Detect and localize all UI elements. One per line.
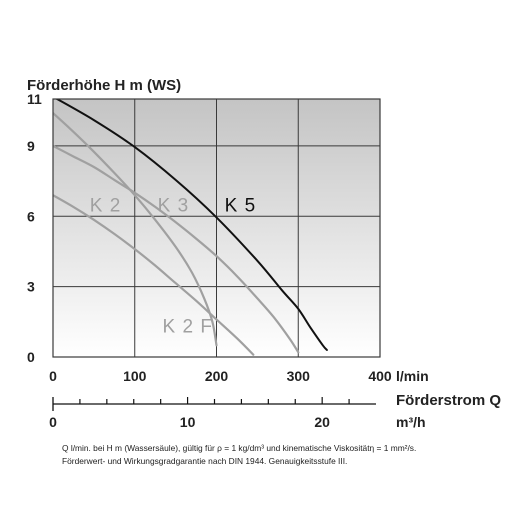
footnote-line-2: Förderwert- und Wirkungsgradgarantie nac… [62, 456, 348, 466]
y-tick-label: 6 [27, 208, 35, 224]
y-tick-label: 11 [27, 91, 42, 107]
plot-frame [52, 98, 381, 358]
curve-k3 [53, 144, 300, 354]
curve-k2f [53, 112, 218, 347]
curve-labels: K 2 K 3 K 5 K 2 F [90, 196, 257, 338]
x-tick-label-top: 400 [368, 368, 392, 384]
y-tick-label: 0 [27, 349, 35, 365]
curve-label-k3: K 3 [158, 196, 190, 217]
x-unit-top: l/min [396, 368, 429, 384]
curves [53, 99, 328, 356]
bottom-axis [52, 397, 376, 411]
x-tick-label-top: 300 [287, 368, 311, 384]
grid-lines [53, 99, 380, 357]
y-tick-labels: 0 3 6 9 11 [27, 91, 42, 365]
x-tick-label-top: 100 [123, 368, 147, 384]
x-unit-bottom: m³/h [396, 414, 426, 430]
x-tick-label-bottom: 10 [180, 414, 196, 430]
curve-label-k2f: K 2 F [163, 316, 213, 337]
curve-k5 [55, 99, 328, 351]
y-tick-label: 3 [27, 279, 35, 295]
x-tick-label-top: 0 [49, 368, 57, 384]
x-tick-label-top: 200 [205, 368, 229, 384]
x-tick-labels-top: 0 100 200 300 400 [49, 368, 392, 384]
x-tick-label-bottom: 0 [49, 414, 57, 430]
x-tick-label-bottom: 20 [314, 414, 330, 430]
curve-label-k5: K 5 [225, 196, 257, 217]
y-axis-title: Förderhöhe H m (WS) [27, 77, 181, 94]
footnote-line-1: Q l/min. bei H m (Wassersäule), gültig f… [62, 443, 417, 453]
curve-k2 [53, 194, 255, 356]
y-tick-label: 9 [27, 138, 35, 154]
x-axis-title: Förderstrom Q [396, 392, 501, 409]
curve-label-k2: K 2 [90, 196, 122, 217]
x-tick-labels-bottom: 0 10 20 [49, 414, 330, 430]
